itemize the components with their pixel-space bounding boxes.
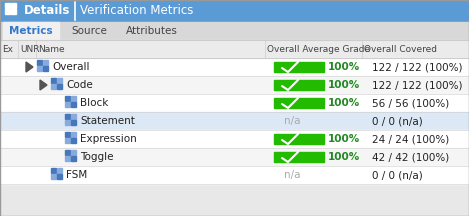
Bar bbox=[0, 148, 469, 166]
Bar bbox=[0, 0, 469, 22]
Text: Block: Block bbox=[80, 98, 108, 108]
Bar bbox=[65, 114, 70, 119]
Bar bbox=[71, 138, 76, 143]
Bar bbox=[0, 40, 469, 58]
Text: 100%: 100% bbox=[328, 152, 360, 162]
Text: Code: Code bbox=[66, 80, 93, 90]
Bar bbox=[43, 66, 48, 71]
Bar bbox=[0, 22, 469, 40]
Text: Overall Average Grade: Overall Average Grade bbox=[267, 44, 370, 54]
Text: 100%: 100% bbox=[328, 134, 360, 144]
Text: Expression: Expression bbox=[80, 134, 137, 144]
Bar bbox=[57, 84, 62, 89]
Bar bbox=[43, 60, 48, 65]
Bar bbox=[51, 84, 56, 89]
Text: n/a: n/a bbox=[284, 170, 301, 180]
Bar bbox=[3, 22, 59, 40]
Bar bbox=[71, 102, 76, 107]
Text: n/a: n/a bbox=[284, 116, 301, 126]
Bar bbox=[51, 78, 56, 83]
Text: Overall Covered: Overall Covered bbox=[364, 44, 437, 54]
Bar bbox=[71, 132, 76, 137]
Bar bbox=[71, 114, 76, 119]
Bar bbox=[65, 102, 70, 107]
Bar bbox=[65, 150, 70, 155]
Bar bbox=[274, 152, 324, 162]
Text: Overall: Overall bbox=[52, 62, 90, 72]
Text: 100%: 100% bbox=[328, 62, 360, 72]
Text: 100%: 100% bbox=[328, 80, 360, 90]
Bar bbox=[57, 168, 62, 173]
Bar bbox=[0, 166, 469, 184]
Text: 0 / 0 (n/a): 0 / 0 (n/a) bbox=[372, 116, 423, 126]
Bar bbox=[274, 62, 324, 72]
Bar bbox=[37, 60, 42, 65]
Bar bbox=[5, 3, 10, 8]
Bar bbox=[274, 98, 324, 108]
Bar bbox=[71, 150, 76, 155]
Text: 100%: 100% bbox=[328, 98, 360, 108]
Text: 0 / 0 (n/a): 0 / 0 (n/a) bbox=[372, 170, 423, 180]
Bar bbox=[51, 174, 56, 179]
Text: Statement: Statement bbox=[80, 116, 135, 126]
Text: 122 / 122 (100%): 122 / 122 (100%) bbox=[372, 80, 462, 90]
Bar bbox=[65, 120, 70, 125]
Text: Metrics: Metrics bbox=[9, 26, 53, 36]
Bar bbox=[71, 120, 76, 125]
Bar bbox=[0, 58, 469, 76]
Bar bbox=[65, 156, 70, 161]
Polygon shape bbox=[40, 80, 47, 90]
Bar bbox=[0, 94, 469, 112]
Text: 42 / 42 (100%): 42 / 42 (100%) bbox=[372, 152, 449, 162]
Bar bbox=[71, 156, 76, 161]
Text: Toggle: Toggle bbox=[80, 152, 113, 162]
Bar bbox=[274, 134, 324, 144]
Bar bbox=[71, 96, 76, 101]
Bar bbox=[0, 76, 469, 94]
Bar bbox=[57, 78, 62, 83]
Bar bbox=[65, 96, 70, 101]
Bar bbox=[0, 130, 469, 148]
Bar bbox=[65, 138, 70, 143]
Text: Name: Name bbox=[38, 44, 65, 54]
Bar bbox=[11, 9, 16, 14]
Text: Verification Metrics: Verification Metrics bbox=[80, 5, 193, 17]
Text: Details: Details bbox=[24, 5, 70, 17]
Bar bbox=[51, 168, 56, 173]
Bar bbox=[11, 3, 16, 8]
Bar bbox=[0, 112, 469, 130]
Bar bbox=[37, 66, 42, 71]
Bar bbox=[5, 9, 10, 14]
Bar bbox=[274, 80, 324, 90]
Text: Source: Source bbox=[71, 26, 107, 36]
Text: 24 / 24 (100%): 24 / 24 (100%) bbox=[372, 134, 449, 144]
Bar bbox=[57, 174, 62, 179]
Text: FSM: FSM bbox=[66, 170, 87, 180]
Text: UNR: UNR bbox=[20, 44, 39, 54]
Polygon shape bbox=[26, 62, 33, 72]
Text: Attributes: Attributes bbox=[126, 26, 178, 36]
Bar bbox=[65, 132, 70, 137]
Text: Ex: Ex bbox=[2, 44, 13, 54]
Text: 56 / 56 (100%): 56 / 56 (100%) bbox=[372, 98, 449, 108]
Text: 122 / 122 (100%): 122 / 122 (100%) bbox=[372, 62, 462, 72]
